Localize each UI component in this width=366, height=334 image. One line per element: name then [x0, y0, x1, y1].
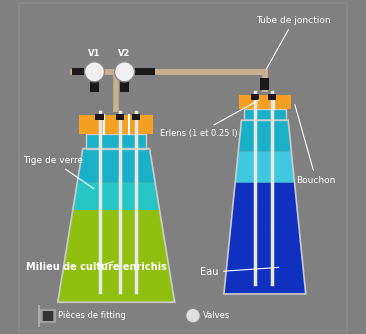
Bar	[86, 134, 146, 149]
Bar	[79, 115, 153, 134]
Bar	[239, 95, 291, 109]
Polygon shape	[73, 182, 160, 210]
Text: Valves: Valves	[203, 311, 230, 320]
Bar	[87, 68, 99, 75]
Circle shape	[85, 62, 105, 82]
Polygon shape	[238, 120, 291, 152]
Bar	[268, 94, 276, 100]
Text: Bouchon: Bouchon	[295, 105, 336, 185]
Bar	[72, 68, 84, 75]
Polygon shape	[77, 149, 155, 182]
Bar	[44, 311, 53, 321]
Polygon shape	[235, 152, 295, 183]
Text: V2: V2	[118, 49, 131, 58]
Bar	[96, 114, 104, 120]
Bar	[132, 68, 144, 75]
Circle shape	[186, 308, 200, 323]
Polygon shape	[224, 183, 306, 294]
Text: V1: V1	[88, 49, 101, 58]
Text: Eau: Eau	[200, 267, 279, 277]
Bar	[144, 68, 156, 75]
Bar	[41, 310, 55, 322]
Text: Erlens (1 et 0.25 l): Erlens (1 et 0.25 l)	[160, 100, 259, 138]
Bar	[251, 94, 259, 100]
Text: Pièces de fitting: Pièces de fitting	[58, 311, 126, 320]
Bar	[116, 114, 124, 120]
Bar	[261, 78, 269, 90]
Polygon shape	[58, 210, 175, 302]
Text: Milieu de culture enrichis: Milieu de culture enrichis	[26, 262, 167, 272]
Text: Tige de verre: Tige de verre	[23, 156, 94, 189]
Bar	[132, 114, 140, 120]
Circle shape	[115, 62, 135, 82]
Bar	[244, 109, 286, 120]
Text: Tube de jonction: Tube de jonction	[257, 16, 331, 69]
Bar	[120, 80, 129, 92]
Bar	[90, 80, 99, 92]
